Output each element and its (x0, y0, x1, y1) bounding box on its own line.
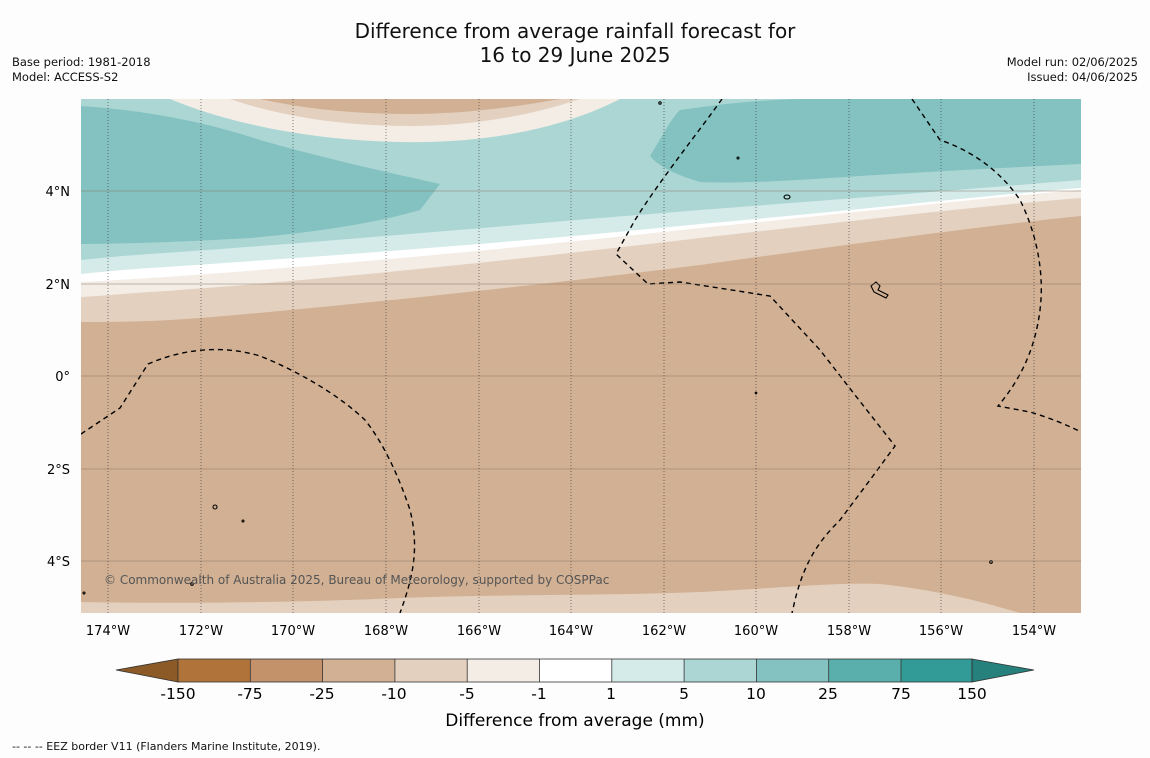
island-small-7 (82, 591, 86, 595)
lat-label: 2°N (46, 278, 71, 293)
lon-label: 158°W (827, 624, 871, 639)
colorbar-tick: -5 (459, 685, 474, 703)
lat-label: 4°S (47, 555, 70, 570)
colorbar-extend-high (971, 658, 1035, 683)
title-line-1: Difference from average rainfall forecas… (354, 19, 796, 43)
island-small-6 (190, 582, 194, 586)
colorbar-tick: 75 (891, 685, 911, 703)
longitude-labels: 174°W 172°W 170°W 168°W 166°W 164°W 162°… (86, 624, 1056, 639)
lat-gridlines (81, 190, 1081, 562)
lat-label: 4°N (46, 185, 71, 200)
colorbar-tick-labels: -150 -75 -25 -10 -5 -1 1 5 10 25 75 150 (160, 685, 986, 703)
colorbar-tick: -150 (160, 685, 195, 703)
lon-label: 162°W (642, 624, 686, 639)
colorbar-extend-low (115, 658, 179, 683)
lon-label: 154°W (1012, 624, 1056, 639)
base-period-text: Base period: 1981-2018 (12, 55, 151, 69)
colorbar-segment (901, 659, 972, 682)
island-small-2 (658, 101, 662, 105)
colorbar-segment (322, 659, 395, 682)
rainfall-map: © Commonwealth of Australia 2025, Bureau… (81, 99, 1081, 613)
eez-border-east (911, 99, 1081, 433)
colorbar-tick: 5 (679, 685, 689, 703)
island-kiritimati (870, 281, 889, 299)
colorbar-segment (684, 659, 757, 682)
meta-right: Model run: 02/06/2025 Issued: 04/06/2025 (1007, 55, 1138, 85)
lon-label: 156°W (919, 624, 963, 639)
colorbar-tick: 1 (606, 685, 616, 703)
lat-label: 2°S (47, 463, 70, 478)
lon-label: 160°W (734, 624, 778, 639)
colorbar-segment (467, 659, 540, 682)
model-run-text: Model run: 02/06/2025 (1006, 55, 1138, 69)
lon-label: 164°W (549, 624, 593, 639)
issued-text: Issued: 04/06/2025 (1027, 70, 1138, 84)
eez-border-central (615, 99, 896, 613)
band-south-minus10 (81, 583, 1020, 613)
colorbar-tick: -75 (237, 685, 262, 703)
title-line-2: 16 to 29 June 2025 (479, 43, 671, 67)
model-text: Model: ACCESS-S2 (12, 70, 119, 84)
lat-label: 0° (55, 370, 70, 385)
island-small-3 (736, 156, 740, 160)
colorbar: -150 -75 -25 -10 -5 -1 1 5 10 25 75 150 … (115, 658, 1035, 731)
colorbar-segment (394, 659, 468, 682)
colorbar-tick: -25 (309, 685, 334, 703)
band-plus10-west (81, 106, 440, 244)
colorbar-segment (828, 659, 901, 682)
colorbar-tick: 10 (746, 685, 766, 703)
latitude-labels: 4°N 2°N 0° 2°S 4°S (46, 185, 71, 570)
colorbar-title: Difference from average (mm) (445, 711, 704, 731)
lon-label: 170°W (271, 624, 315, 639)
colorbar-tick: -1 (531, 685, 546, 703)
colorbar-tick: 25 (818, 685, 838, 703)
lobe-minus25 (260, 99, 560, 114)
colorbar-segment (178, 659, 251, 682)
map-title: Difference from average rainfall forecas… (0, 19, 1150, 67)
colorbar-segment (539, 659, 612, 682)
colorbar-segment (250, 659, 323, 682)
colorbar-segment (611, 659, 685, 682)
colorbar-frame (177, 658, 973, 683)
colorbar-tick: 150 (957, 685, 987, 703)
lon-label: 168°W (364, 624, 408, 639)
island-small-1 (241, 519, 245, 523)
copyright-text: © Commonwealth of Australia 2025, Bureau… (104, 573, 609, 587)
eez-borders (81, 99, 1081, 613)
eez-legend-note: -- -- -- EEZ border V11 (Flanders Marine… (12, 740, 321, 753)
colorbar-segment (756, 659, 829, 682)
lon-label: 174°W (86, 624, 130, 639)
meta-left: Base period: 1981-2018 Model: ACCESS-S2 (12, 55, 151, 85)
lon-label: 166°W (457, 624, 501, 639)
colorbar-tick: -10 (381, 685, 406, 703)
lon-label: 172°W (179, 624, 223, 639)
island-north (783, 194, 791, 200)
island-southwest (212, 504, 218, 510)
band-plus10-east (650, 99, 1081, 183)
